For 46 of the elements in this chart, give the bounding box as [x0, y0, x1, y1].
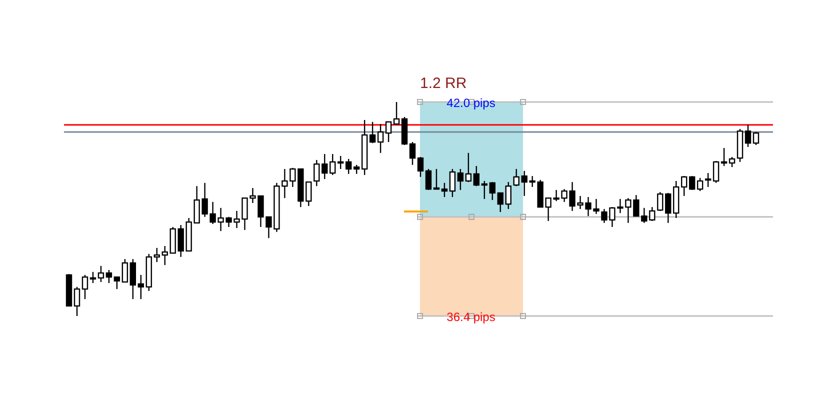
candlestick	[385, 121, 392, 143]
candlestick	[433, 168, 440, 190]
candlestick	[441, 182, 448, 198]
candlestick	[497, 192, 504, 213]
candlestick	[409, 141, 416, 166]
candlestick	[696, 177, 704, 192]
candlestick	[704, 172, 712, 188]
candlestick	[345, 158, 352, 175]
candlestick	[154, 247, 160, 263]
candlestick	[489, 181, 496, 201]
candlestick	[130, 258, 136, 300]
candlestick	[417, 156, 424, 178]
candlestick	[138, 274, 144, 300]
candlestick	[393, 101, 400, 125]
candlestick	[481, 180, 488, 200]
candlestick	[449, 168, 456, 198]
candlestick	[473, 165, 480, 187]
candlestick	[338, 155, 344, 170]
annotation: 36.4 pips	[446, 310, 496, 324]
candlestick	[657, 191, 664, 212]
candlestick	[74, 286, 80, 317]
candlestick	[82, 274, 88, 300]
candlestick	[369, 121, 376, 144]
candlestick	[712, 160, 720, 184]
candlestick	[98, 265, 104, 283]
candlestick	[752, 131, 760, 146]
candlestick	[322, 153, 328, 180]
candlestick	[122, 258, 128, 283]
candlestick	[457, 168, 464, 191]
text: 1.2 RR	[420, 75, 467, 92]
candlestick	[106, 269, 112, 284]
candlestick	[688, 175, 696, 191]
candlestick	[665, 192, 672, 224]
candlestick	[90, 271, 96, 284]
annotation: 42.0 pips	[446, 96, 496, 110]
candlestick	[728, 156, 736, 168]
candlestick	[314, 159, 320, 187]
candlestick	[505, 181, 512, 210]
candlestick	[377, 123, 384, 154]
candlestick	[720, 147, 728, 167]
candlestick	[425, 168, 432, 191]
candlestick	[744, 124, 752, 148]
candlestick	[114, 276, 120, 290]
candlestick	[465, 152, 472, 183]
candlestick	[681, 175, 688, 197]
candlestick	[330, 153, 336, 176]
